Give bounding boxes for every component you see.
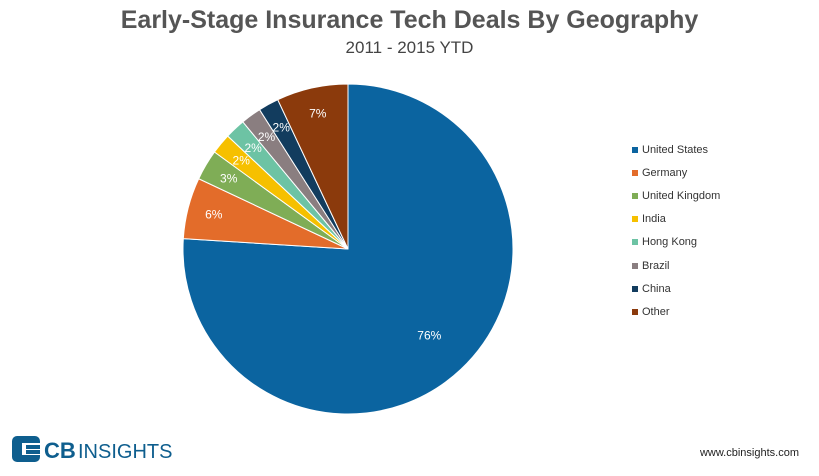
data-label-india: 2%: [233, 154, 251, 168]
legend-item-other: Other: [632, 300, 720, 323]
legend-swatch: [632, 308, 638, 315]
chart-title: Early-Stage Insurance Tech Deals By Geog…: [120, 6, 699, 34]
pie-slice-other: [277, 83, 349, 250]
legend-label: China: [642, 282, 671, 295]
data-label-united-kingdom: 3%: [220, 171, 238, 185]
legend-swatch: [632, 146, 638, 153]
legend-swatch: [632, 262, 638, 269]
cb-insights-logo: CB INSIGHTS: [12, 436, 172, 463]
legend-swatch: [632, 192, 638, 199]
legend-label: Brazil: [642, 259, 670, 272]
brand-url: www.cbinsights.com: [699, 447, 799, 459]
data-label-germany: 6%: [205, 208, 223, 222]
data-label-china: 2%: [273, 121, 291, 135]
legend-swatch: [632, 216, 638, 223]
legend-item-china: China: [632, 277, 720, 300]
legend-label: United Kingdom: [642, 189, 721, 202]
legend-item-united-states: United States: [632, 138, 720, 161]
legend-item-india: India: [632, 208, 720, 231]
pie-slice-united-states: [182, 83, 514, 415]
legend-label: Hong Kong: [642, 236, 698, 249]
logo-text-bold: CB: [44, 438, 76, 463]
legend-swatch: [632, 169, 638, 176]
legend-label: United States: [642, 143, 709, 156]
chart-subtitle: 2011 - 2015 YTD: [345, 38, 474, 57]
legend-swatch: [632, 285, 638, 292]
legend-item-germany: Germany: [632, 161, 720, 184]
legend-item-united-kingdom: United Kingdom: [632, 184, 720, 207]
data-label-hong-kong: 2%: [244, 141, 262, 155]
legend-label: Other: [642, 305, 670, 318]
legend-label: India: [642, 213, 666, 226]
chart-legend: United States Germany United Kingdom India H…: [632, 138, 720, 324]
legend-item-hong-kong: Hong Kong: [632, 231, 720, 254]
data-label-brazil: 2%: [258, 130, 276, 144]
legend-label: Germany: [642, 166, 688, 179]
logo-text: INSIGHTS: [78, 441, 172, 463]
data-label-other: 7%: [309, 107, 327, 121]
legend-swatch: [632, 239, 638, 246]
legend-item-brazil: Brazil: [632, 254, 720, 277]
data-label-united-states: 76%: [417, 329, 441, 343]
